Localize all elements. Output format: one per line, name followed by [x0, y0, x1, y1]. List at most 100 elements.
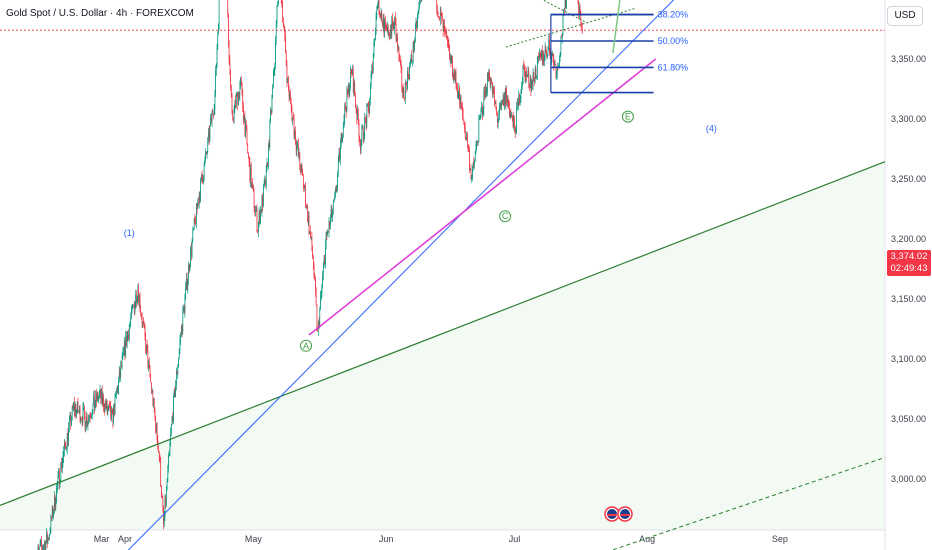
candle-body	[344, 105, 346, 121]
event-stripe	[620, 514, 630, 516]
candle-body	[44, 542, 46, 550]
candle-body	[156, 423, 157, 433]
candle-body	[93, 396, 94, 405]
candle-body	[211, 111, 213, 122]
candle-body	[190, 247, 192, 255]
candle-body	[320, 297, 321, 309]
candle-body	[300, 164, 301, 173]
candle-body	[136, 299, 138, 304]
candle-body	[329, 220, 331, 225]
candle-body	[331, 209, 333, 218]
candle-body	[244, 116, 246, 135]
candle-body	[318, 321, 320, 328]
candle-body	[81, 419, 83, 424]
candle-body	[350, 71, 351, 88]
wave-label-ring	[300, 339, 313, 352]
candle-body	[93, 396, 95, 408]
candle-body	[237, 92, 239, 105]
candle-body	[158, 451, 160, 457]
candle-body	[79, 407, 81, 423]
candle-body	[188, 265, 189, 280]
candle-body	[59, 471, 60, 485]
candle-body	[536, 58, 538, 76]
candle-body	[44, 542, 45, 547]
candle-body	[120, 365, 122, 377]
candle-body	[325, 231, 327, 246]
candle-body	[283, 21, 284, 26]
candle-body	[464, 127, 466, 138]
candle-body	[531, 80, 532, 91]
blue-support-trendline	[127, 0, 675, 550]
candle-body	[265, 170, 267, 186]
candle-body	[440, 10, 442, 16]
currency-button[interactable]: USD	[887, 6, 923, 26]
candle-body	[64, 442, 65, 452]
candle-body	[513, 119, 515, 127]
candle-body	[324, 259, 326, 265]
candle-body	[202, 179, 204, 183]
candle-body	[496, 108, 497, 114]
candle-body	[459, 96, 461, 103]
candle-body	[209, 125, 211, 141]
candle-body	[477, 142, 478, 143]
candle-body	[535, 69, 537, 77]
candle-body	[275, 23, 277, 40]
candle-body	[521, 85, 522, 90]
candle-body	[506, 98, 508, 101]
candle-body	[469, 150, 470, 170]
candle-body	[515, 128, 517, 134]
us-event-icon	[604, 506, 620, 522]
candle-body	[88, 415, 90, 417]
candle-body	[396, 37, 398, 40]
candle-body	[382, 17, 384, 26]
candle-body	[194, 218, 196, 220]
candle-body	[155, 417, 157, 433]
candle-body	[392, 17, 393, 27]
candle-body	[168, 455, 169, 468]
candle-body	[488, 71, 490, 77]
candle-body	[404, 97, 405, 99]
candle-body	[546, 51, 547, 57]
candle-body	[116, 393, 117, 394]
candle-body	[56, 488, 57, 504]
retracement-label: 38.20%	[658, 10, 689, 20]
candle-body	[447, 36, 448, 42]
candle-body	[481, 106, 483, 110]
candle-body	[45, 541, 47, 550]
candle-body	[105, 403, 107, 409]
candle-body	[231, 94, 233, 111]
retracement-label: 61.80%	[658, 62, 689, 72]
candle-body	[266, 162, 268, 171]
candle-body	[532, 73, 534, 86]
candle-body	[509, 107, 510, 117]
candle-body	[564, 0, 566, 11]
candle-body	[461, 104, 463, 107]
candle-body	[160, 460, 162, 487]
candle-body	[418, 6, 420, 12]
candle-body	[240, 77, 241, 86]
candle-body	[47, 538, 49, 543]
candle-body	[140, 309, 142, 314]
candle-body	[315, 291, 317, 305]
candle-body	[46, 533, 48, 543]
candle-body	[170, 433, 172, 443]
candle-body	[499, 103, 501, 105]
candle-body	[459, 88, 460, 103]
candle-body	[502, 97, 504, 102]
candle-body	[163, 507, 164, 525]
candle-body	[332, 201, 334, 212]
candle-body	[218, 0, 220, 25]
candle-body	[492, 89, 494, 94]
candle-body	[302, 169, 303, 176]
candle-body	[339, 152, 341, 160]
candle-body	[526, 75, 528, 77]
candle-body	[229, 60, 231, 71]
candle-body	[91, 416, 92, 418]
candle-body	[442, 18, 443, 20]
candle-body	[91, 414, 93, 417]
candle-body	[215, 65, 217, 71]
candle-body	[282, 4, 283, 22]
candle-body	[183, 307, 184, 311]
candle-body	[417, 11, 419, 17]
